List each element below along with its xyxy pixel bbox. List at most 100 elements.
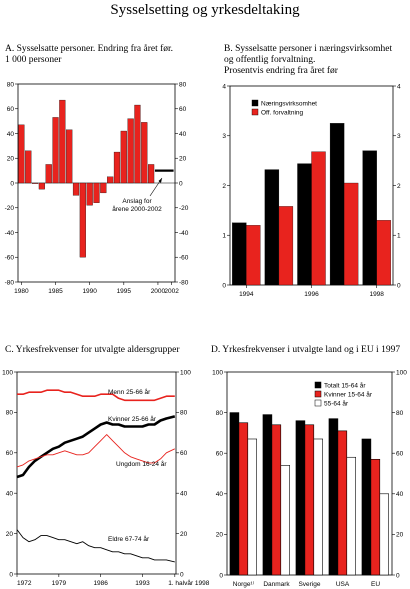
legend-swatch-b-0 bbox=[251, 99, 259, 107]
x-tick-label-a: 1990 bbox=[82, 288, 97, 295]
bar-a-1996 bbox=[127, 118, 134, 184]
annotation-arrowhead-a bbox=[158, 178, 162, 183]
y-tick-label-left-b: 1 bbox=[222, 233, 226, 240]
y-tick-label-left-d: 40 bbox=[216, 491, 224, 498]
y-tick-label-left-c: 100 bbox=[2, 369, 13, 376]
y-tick-label-right-b: 2 bbox=[397, 183, 401, 190]
y-tick-label-right-d: 80 bbox=[396, 410, 404, 417]
y-tick-label-left-b: 4 bbox=[222, 83, 226, 90]
y-tick-label-left-b: 2 bbox=[222, 183, 226, 190]
bar-d-0-2 bbox=[247, 438, 257, 576]
plot-frame-c bbox=[16, 371, 177, 575]
x-tick-label-c: 1. halvår 1998 bbox=[168, 579, 210, 587]
series-label-c-2: Ungdom 16-24 år bbox=[116, 460, 167, 468]
bar-d-1-0 bbox=[262, 414, 273, 576]
series-label-c-0: Menn 25-66 år bbox=[108, 388, 151, 396]
bar-a-1992 bbox=[100, 182, 107, 194]
bar-d-4-0 bbox=[361, 438, 372, 576]
bar-a-1982 bbox=[31, 182, 39, 184]
legend-swatch-d-0 bbox=[314, 381, 322, 389]
y-tick-label-left-c: 0 bbox=[9, 571, 13, 578]
y-tick-label-right-a: 40 bbox=[179, 131, 187, 138]
y-tick-label-right-c: 100 bbox=[180, 369, 191, 376]
y-tick-label-right-a: -80 bbox=[179, 279, 189, 286]
bar-a-1983 bbox=[38, 182, 45, 190]
legend-label-b-1: Off. forvaltning bbox=[261, 110, 304, 117]
y-tick-label-right-a: 20 bbox=[179, 156, 187, 163]
bar-d-3-1 bbox=[337, 430, 348, 576]
bar-b-1998-naering bbox=[362, 150, 377, 286]
x-tick-label-d: EU bbox=[371, 581, 380, 588]
bar-d-3-2 bbox=[346, 456, 357, 576]
x-tick-label-a: 1980 bbox=[14, 288, 29, 295]
y-tick-label-left-d: 20 bbox=[216, 532, 224, 539]
y-tick-label-left-a: -60 bbox=[5, 255, 15, 262]
bar-d-2-1 bbox=[304, 424, 315, 576]
y-tick-label-left-a: -80 bbox=[5, 279, 15, 286]
series-label-c-1: Kvinner 25-66 år bbox=[108, 415, 157, 423]
bar-a-1998 bbox=[141, 122, 148, 184]
bar-d-0-0 bbox=[229, 412, 240, 576]
y-tick-label-left-a: -40 bbox=[5, 230, 15, 237]
bar-a-1990 bbox=[86, 182, 93, 206]
y-tick-label-left-d: 60 bbox=[216, 451, 224, 458]
y-tick-label-right-b: 4 bbox=[397, 83, 401, 90]
y-tick-label-right-b: 0 bbox=[397, 282, 401, 289]
y-tick-label-left-a: 40 bbox=[7, 131, 15, 138]
bar-a-1999 bbox=[148, 164, 155, 184]
series-line-c-0 bbox=[17, 389, 175, 402]
y-tick-label-left-a: 20 bbox=[7, 156, 15, 163]
bar-a-1980 bbox=[18, 124, 25, 184]
y-tick-label-left-d: 100 bbox=[212, 369, 223, 376]
series-line-c-1 bbox=[16, 415, 176, 479]
legend-swatch-b-1 bbox=[251, 108, 259, 116]
bar-d-3-0 bbox=[328, 418, 339, 576]
legend-label-d-0: Totalt 15-64 år bbox=[324, 382, 366, 390]
x-tick-label-c: 1986 bbox=[93, 580, 108, 587]
x-tick-label-c: 1979 bbox=[52, 580, 67, 587]
y-tick-label-right-a: 80 bbox=[179, 81, 187, 88]
y-tick-label-left-c: 20 bbox=[6, 531, 14, 538]
y-tick-label-right-a: -60 bbox=[179, 255, 189, 262]
y-tick-label-left-c: 60 bbox=[6, 450, 14, 457]
y-tick-label-left-c: 80 bbox=[6, 410, 14, 417]
y-tick-label-right-d: 100 bbox=[396, 369, 407, 376]
bar-a-1988 bbox=[72, 182, 80, 196]
bar-a-1995 bbox=[120, 130, 127, 184]
y-tick-label-left-b: 0 bbox=[222, 282, 226, 289]
bar-a-1991 bbox=[93, 182, 100, 203]
bar-b-1998-off bbox=[376, 220, 391, 286]
y-tick-label-right-c: 40 bbox=[180, 491, 188, 498]
x-tick-label-b: 1996 bbox=[304, 291, 319, 298]
y-tick-label-left-a: 0 bbox=[10, 180, 14, 187]
x-tick-label-a: 2002 bbox=[164, 288, 179, 295]
bar-a-1997 bbox=[134, 104, 141, 184]
bar-a-1987 bbox=[66, 129, 73, 184]
y-tick-label-left-c: 40 bbox=[6, 491, 14, 498]
bar-b-1996-off bbox=[311, 151, 326, 286]
x-tick-label-a: 2000 bbox=[151, 288, 166, 295]
x-tick-label-a: 1985 bbox=[48, 288, 63, 295]
y-tick-label-right-d: 60 bbox=[396, 451, 404, 458]
legend-swatch-d-2 bbox=[314, 399, 322, 407]
bar-a-1984 bbox=[45, 164, 52, 184]
x-tick-label-b: 1998 bbox=[369, 291, 384, 298]
y-tick-label-right-d: 40 bbox=[396, 491, 404, 498]
bar-a-1989 bbox=[79, 182, 86, 258]
y-tick-label-right-c: 60 bbox=[180, 450, 188, 457]
x-tick-label-d: USA bbox=[336, 581, 350, 588]
y-tick-label-right-d: 0 bbox=[396, 572, 400, 579]
legend-label-d-1: Kvinner 15-64 år bbox=[324, 391, 373, 399]
y-tick-label-right-a: 0 bbox=[179, 180, 183, 187]
legend-label-d-2: 55-64 år bbox=[324, 400, 349, 408]
bar-a-1993 bbox=[107, 176, 114, 184]
x-tick-label-d: Norge¹⁾ bbox=[233, 580, 255, 588]
bar-d-4-1 bbox=[370, 458, 381, 576]
bar-d-1-1 bbox=[271, 424, 282, 576]
bar-b-1995-off bbox=[278, 206, 294, 286]
y-tick-label-left-d: 0 bbox=[219, 572, 223, 579]
panel-b-title: B. Sysselsatte personer i næringsvirksom… bbox=[224, 44, 393, 76]
y-tick-label-left-b: 3 bbox=[222, 133, 226, 140]
